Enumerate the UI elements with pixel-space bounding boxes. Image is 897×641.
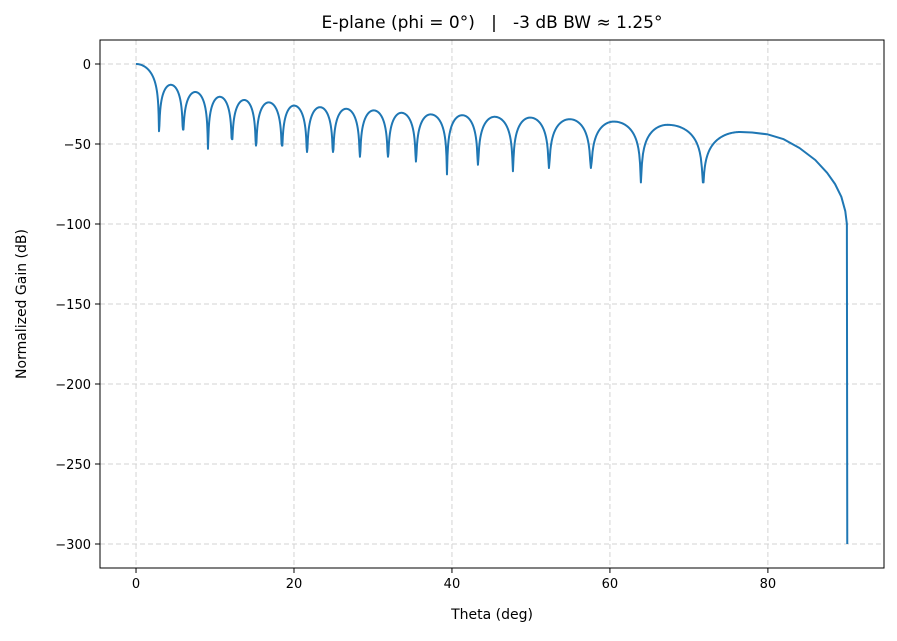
y-tick-label: −50	[64, 138, 91, 153]
y-tick-label: −100	[55, 218, 91, 233]
x-tick-label: 80	[760, 577, 777, 592]
x-axis-label: Theta (deg)	[450, 607, 533, 623]
y-tick-label: −150	[55, 298, 91, 313]
series-line	[135, 63, 849, 545]
grid	[100, 40, 884, 568]
y-tick-label: −300	[55, 538, 91, 553]
y-tick-label: −200	[55, 378, 91, 393]
x-tick-label: 40	[444, 577, 461, 592]
x-tick-label: 20	[286, 577, 303, 592]
y-tick-label: 0	[83, 58, 91, 73]
ticks: 0 20 40 60 80 0 −50 −100 −150 −200 −250 −300	[55, 58, 776, 592]
chart-title: E-plane (phi = 0°) | -3 dB BW ≈ 1.25°	[322, 13, 663, 33]
x-tick-label: 0	[132, 577, 140, 592]
y-tick-label: −250	[55, 458, 91, 473]
y-axis-label: Normalized Gain (dB)	[14, 229, 30, 379]
x-tick-label: 60	[602, 577, 619, 592]
